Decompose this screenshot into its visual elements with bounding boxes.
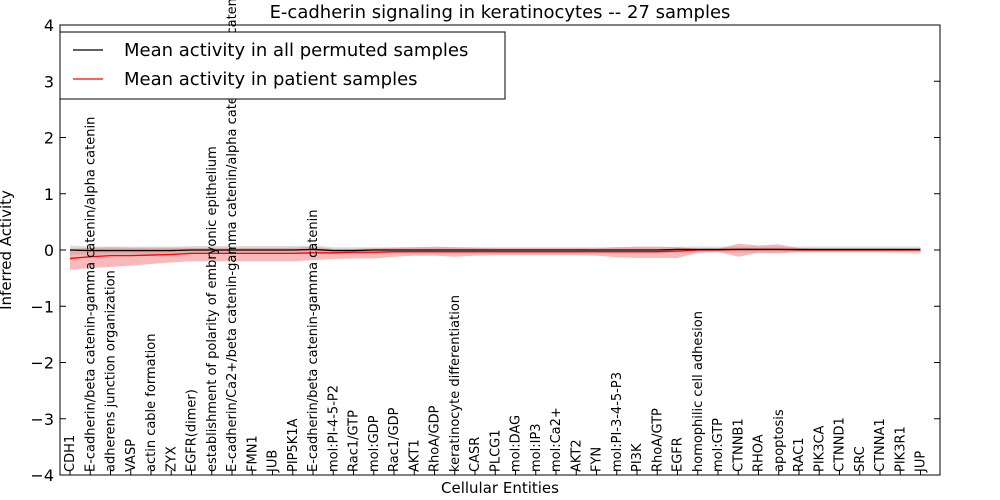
category-label: JUP (914, 451, 929, 473)
category-label: JUB (266, 450, 281, 473)
y-tick-label: 3 (44, 72, 54, 91)
category-label: keratinocyte differentiation (448, 295, 463, 472)
category-label: E-cadherin/Ca2+/beta catenin-gamma caten… (225, 0, 240, 472)
category-label: mol:PI-4-5-P2 (326, 385, 341, 472)
category-label: E-cadherin/beta catenin-gamma catenin (306, 210, 321, 472)
category-label: CDH1 (63, 435, 78, 472)
series-lines (69, 248, 921, 260)
confidence-bands (70, 243, 921, 270)
category-label: CTNND1 (833, 417, 848, 472)
category-label: mol:GTP (711, 418, 726, 472)
category-labels: CDH1 E-cadherin/beta catenin-gamma cateni… (63, 0, 929, 475)
category-label: RhoA/GDP (428, 405, 443, 472)
category-label: E-cadherin/beta catenin-gamma catenin/al… (83, 117, 98, 472)
category-label: RAC1 (792, 437, 807, 472)
category-label: EGFR (671, 437, 686, 472)
category-label: PIK3CA (812, 425, 827, 472)
category-label: actin cable formation (144, 334, 159, 472)
category-label: ZYX (164, 446, 179, 472)
y-tick-label: 1 (44, 185, 54, 204)
y-tick-label: 0 (44, 241, 54, 260)
category-label: Rac1/GTP (347, 410, 362, 472)
category-label: CASR (468, 437, 483, 472)
y-tick-label: 4 (44, 16, 54, 35)
y-axis-label: Inferred Activity (0, 190, 15, 310)
y-tick-label: −4 (30, 466, 54, 485)
category-label: adherens junction organization (104, 270, 119, 472)
category-label: PLCG1 (488, 429, 503, 472)
y-axis: −4 −3 −2 −1 0 1 2 3 4 (30, 16, 940, 485)
category-label: mol:GDP (367, 415, 382, 472)
category-label: PIP5K1A (286, 418, 301, 472)
category-label: CTNNA1 (873, 418, 888, 472)
category-label: VASP (124, 439, 139, 472)
legend-label-permuted: Mean activity in all permuted samples (124, 40, 468, 61)
category-label: apoptosis (772, 409, 787, 472)
line-permuted (69, 248, 921, 252)
legend-label-patient: Mean activity in patient samples (124, 69, 418, 90)
legend-box (59, 31, 506, 100)
category-label: RhoA/GTP (650, 408, 665, 472)
category-label: Rac1/GDP (387, 407, 402, 472)
chart-title: E-cadherin signaling in keratinocytes --… (270, 2, 731, 23)
legend: Mean activity in all permuted samples Me… (59, 31, 506, 100)
x-axis-label: Cellular Entities (441, 479, 559, 497)
category-label: PI3K (630, 443, 645, 472)
y-tick-label: −2 (30, 354, 54, 373)
category-label: mol:PI-3-4-5-P3 (610, 372, 625, 472)
y-tick-label: −3 (30, 410, 54, 429)
category-label: PIK3R1 (893, 426, 908, 472)
category-label: SRC (853, 446, 868, 472)
y-tick-label: 2 (44, 129, 54, 148)
category-label: FYN (590, 447, 605, 472)
category-label: mol:IP3 (529, 423, 544, 472)
category-label: AKT2 (569, 439, 584, 472)
category-label: RHOA (752, 434, 767, 472)
category-label: CTNNB1 (731, 418, 746, 472)
category-label: EGFR(dimer) (185, 389, 200, 472)
category-label: homophilic cell adhesion (691, 311, 706, 472)
category-label: mol:DAG (509, 415, 524, 472)
y-tick-label: −1 (30, 297, 54, 316)
category-label: AKT1 (407, 439, 422, 472)
category-label: establishment of polarity of embryonic e… (205, 146, 220, 472)
category-label: FMN1 (245, 435, 260, 472)
category-label: mol:Ca2+ (549, 407, 564, 472)
